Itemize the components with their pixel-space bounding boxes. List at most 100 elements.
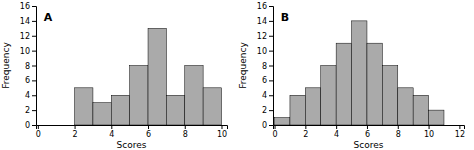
x-tick-mark <box>275 125 276 129</box>
y-tick-mark <box>269 125 273 126</box>
x-tick: 2 <box>303 125 308 139</box>
y-tick-label: 6 <box>262 76 267 85</box>
x-tick: 10 <box>217 125 227 139</box>
histogram-bar <box>75 88 93 125</box>
histogram-bar <box>382 66 397 126</box>
y-tick-mark <box>32 6 36 7</box>
histogram-bar <box>305 88 320 125</box>
y-tick-label: 2 <box>25 106 30 115</box>
x-tick-label: 8 <box>396 130 401 139</box>
histogram-bar <box>352 21 367 125</box>
x-tick: 8 <box>396 125 401 139</box>
bars <box>275 21 444 125</box>
x-axis: 0246810 <box>36 125 228 139</box>
histogram-bar <box>148 28 166 125</box>
x-tick-label: 2 <box>73 130 78 139</box>
y-tick: 12 <box>20 32 36 41</box>
y-tick: 14 <box>20 17 36 26</box>
y-tick: 4 <box>262 91 273 100</box>
x-tick-mark <box>367 125 368 129</box>
y-axis: 0246810121416 <box>20 2 37 130</box>
histogram-bar <box>56 125 74 126</box>
x-tick-mark <box>305 125 306 129</box>
x-tick-label: 10 <box>424 130 434 139</box>
y-tick-label: 8 <box>25 62 30 71</box>
y-tick-label: 14 <box>20 17 30 26</box>
y-tick: 8 <box>262 62 273 71</box>
x-tick-mark <box>148 125 149 129</box>
x-tick: 0 <box>36 125 41 139</box>
histogram-bar <box>367 43 382 125</box>
x-tick-mark <box>221 125 222 129</box>
x-axis: 024681012 <box>272 125 464 139</box>
x-tick-mark <box>459 125 460 129</box>
y-tick: 12 <box>257 32 273 41</box>
x-tick-label: 6 <box>365 130 370 139</box>
x-tick-label: 2 <box>303 130 308 139</box>
x-tick: 2 <box>73 125 78 139</box>
y-tick-label: 12 <box>20 32 30 41</box>
y-tick-mark <box>32 80 36 81</box>
y-tick-label: 10 <box>20 47 30 56</box>
histogram-bar <box>429 110 444 125</box>
axis-line <box>274 126 465 130</box>
axis-line <box>269 7 274 126</box>
y-tick-label: 4 <box>25 91 30 100</box>
x-tick-mark <box>111 125 112 129</box>
y-tick-mark <box>32 110 36 111</box>
y-tick-mark <box>32 36 36 37</box>
y-tick-label: 2 <box>262 106 267 115</box>
x-tick-mark <box>336 125 337 129</box>
y-tick: 6 <box>25 76 36 85</box>
y-tick-label: 6 <box>25 76 30 85</box>
histogram-bar <box>111 95 129 125</box>
x-tick-label: 6 <box>146 130 151 139</box>
y-tick-label: 10 <box>257 47 267 56</box>
histogram-bar <box>93 103 111 125</box>
histogram-bar <box>321 66 336 126</box>
y-tick: 0 <box>25 121 36 130</box>
x-tick: 6 <box>146 125 151 139</box>
y-tick-label: 8 <box>262 62 267 71</box>
x-tick-mark <box>429 125 430 129</box>
x-tick-mark <box>398 125 399 129</box>
y-tick: 2 <box>25 106 36 115</box>
histogram-bar <box>398 88 413 125</box>
y-tick: 4 <box>25 91 36 100</box>
y-tick-mark <box>269 80 273 81</box>
y-tick-mark <box>269 95 273 96</box>
histogram-bar <box>185 66 203 126</box>
y-axis-title: Frequency <box>1 42 11 89</box>
histogram-bar <box>130 66 148 126</box>
bars <box>75 28 222 125</box>
y-tick-mark <box>32 51 36 52</box>
chart-svg: 02468100246810121416ScoresFrequencyA0246… <box>0 0 474 150</box>
histogram-bar <box>166 95 184 125</box>
y-tick: 10 <box>20 47 36 56</box>
y-tick: 10 <box>257 47 273 56</box>
x-tick-label: 10 <box>217 130 227 139</box>
x-tick: 10 <box>424 125 434 139</box>
panel: 0246810120246810121416ScoresFrequencyB <box>238 2 465 150</box>
x-tick: 0 <box>272 125 277 139</box>
x-tick-mark <box>185 125 186 129</box>
panel: 02468100246810121416ScoresFrequencyA <box>1 2 228 150</box>
y-tick-label: 16 <box>257 2 267 11</box>
histogram-bar <box>275 118 290 125</box>
y-axis: 0246810121416 <box>257 2 274 130</box>
x-tick-label: 8 <box>183 130 188 139</box>
x-tick-label: 0 <box>272 130 277 139</box>
histogram-bar <box>336 43 351 125</box>
x-tick: 4 <box>334 125 339 139</box>
x-axis-title: Scores <box>117 140 147 150</box>
y-tick: 2 <box>262 106 273 115</box>
y-tick-mark <box>269 110 273 111</box>
x-axis-title: Scores <box>354 140 384 150</box>
x-tick-mark <box>75 125 76 129</box>
y-axis-title: Frequency <box>238 42 248 89</box>
x-tick: 6 <box>365 125 370 139</box>
y-tick-mark <box>269 6 273 7</box>
panel-label: B <box>281 11 289 24</box>
y-tick-mark <box>269 66 273 67</box>
y-tick: 8 <box>25 62 36 71</box>
